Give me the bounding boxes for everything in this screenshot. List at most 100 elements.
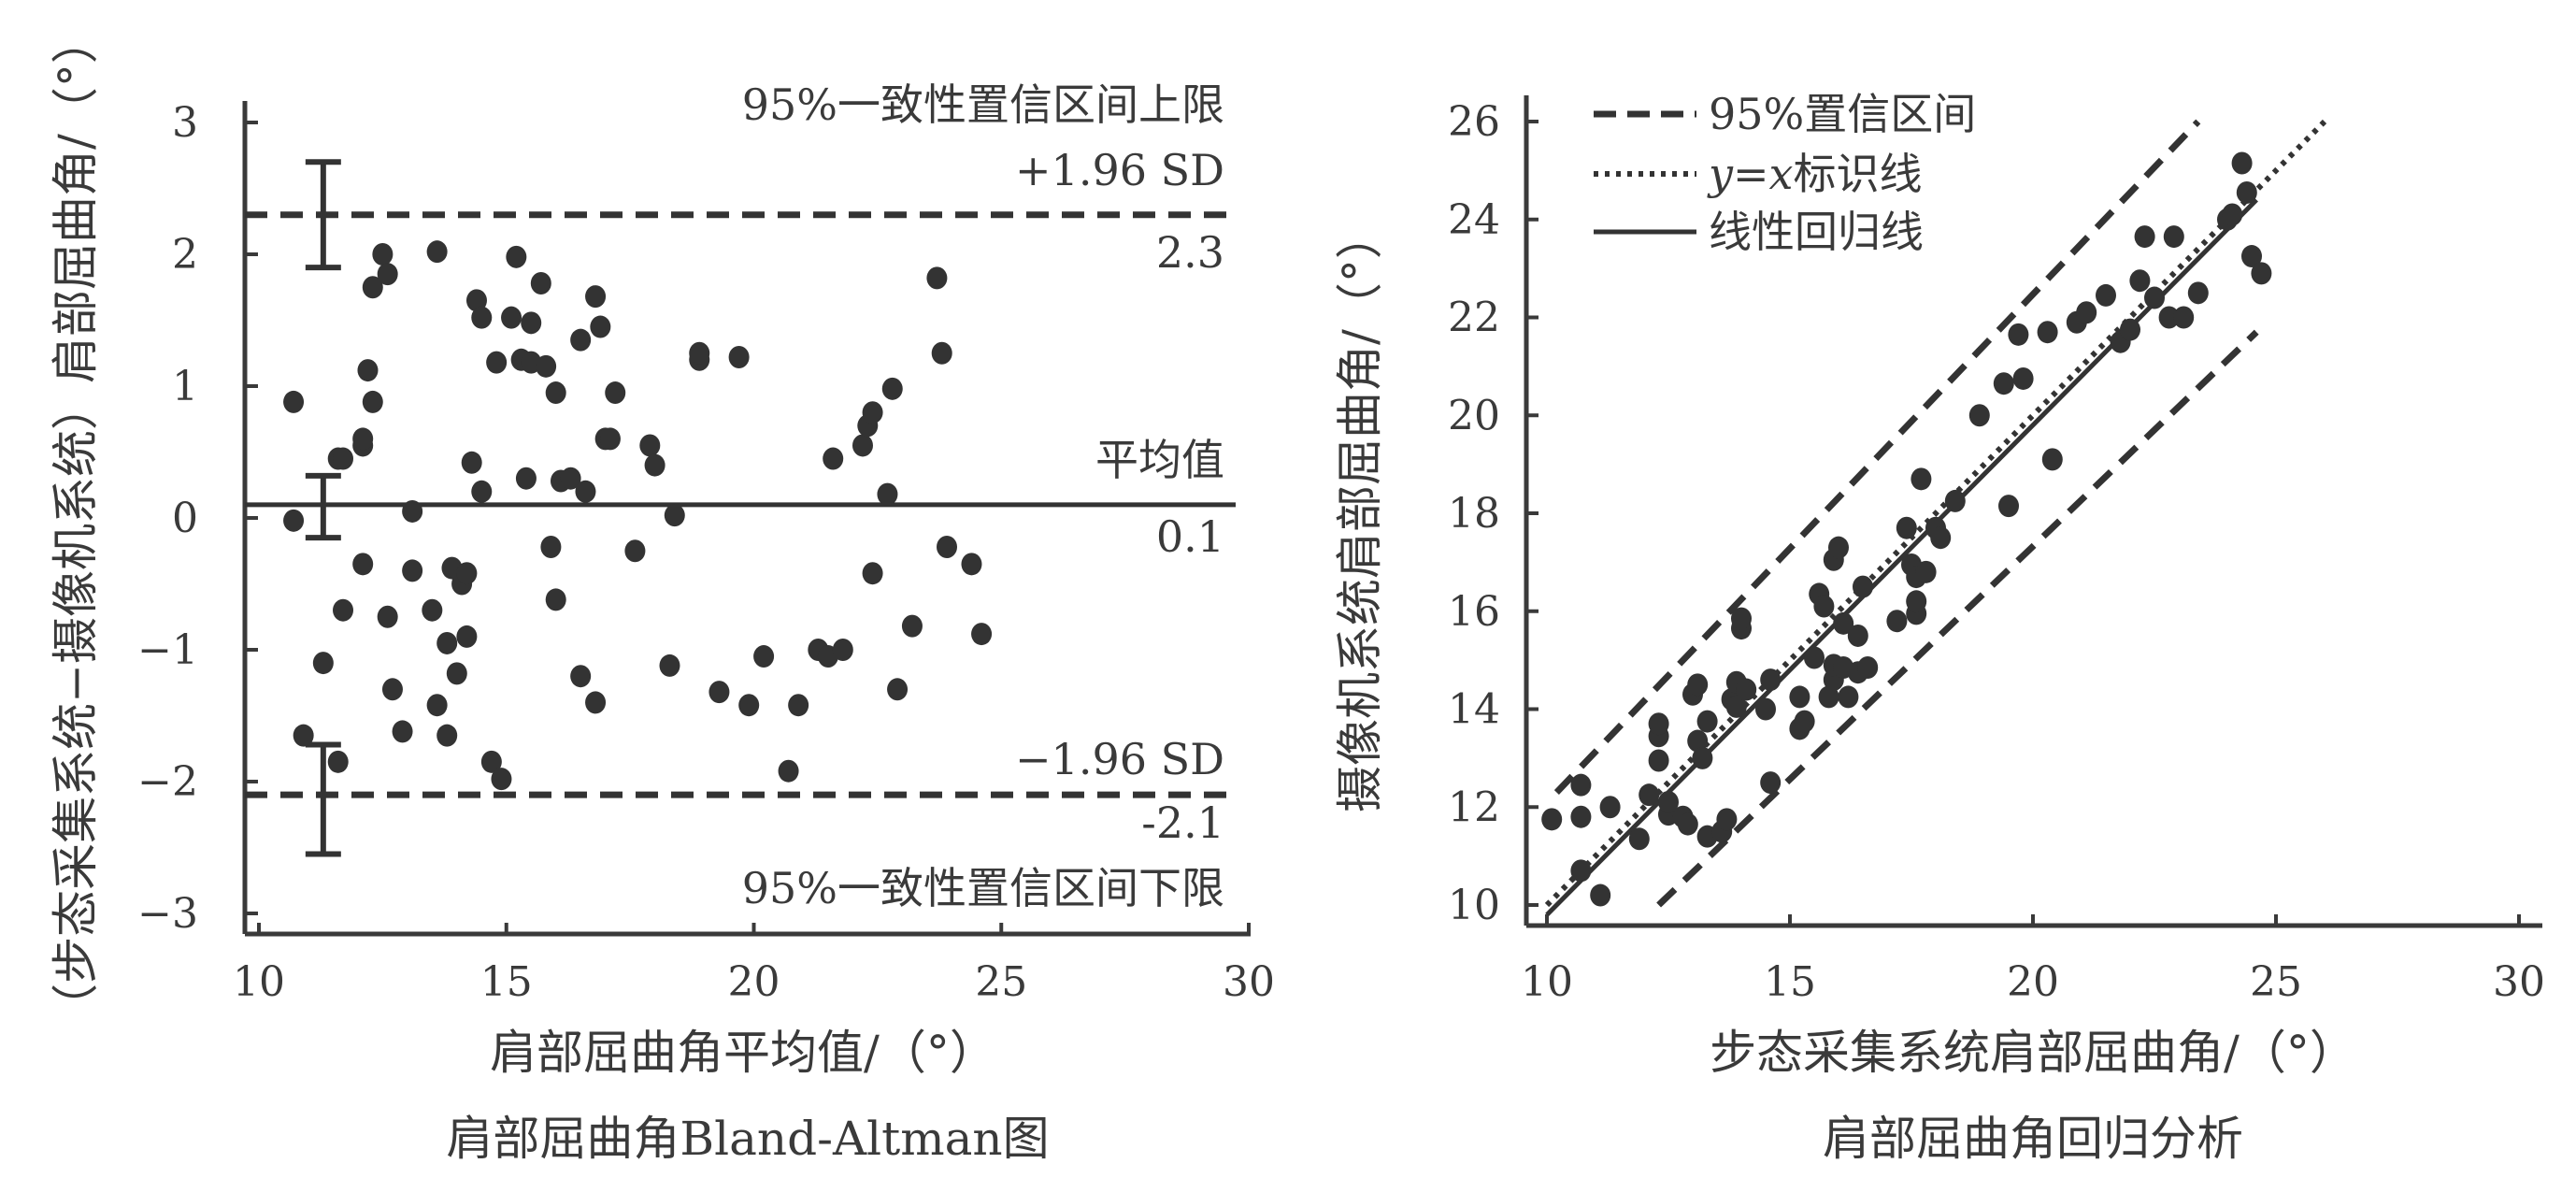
right-y-tick-label: 16 <box>1448 588 1500 636</box>
data-point <box>501 306 522 329</box>
data-point <box>2241 245 2262 268</box>
right-x-tick-label: 10 <box>1521 958 1573 1006</box>
data-point <box>1599 796 1621 819</box>
data-point <box>881 377 903 400</box>
data-point <box>1818 685 1839 709</box>
data-point <box>560 467 581 490</box>
right-caption: 肩部屈曲角回归分析 <box>1823 1112 2243 1166</box>
data-point <box>471 480 493 503</box>
data-point <box>1541 808 1563 831</box>
confidence-interval-line <box>1553 119 2201 795</box>
data-point <box>1838 685 1859 709</box>
data-point <box>545 381 566 405</box>
data-point <box>2134 225 2155 249</box>
data-point <box>2222 203 2243 226</box>
data-point <box>2008 323 2029 346</box>
data-point <box>877 482 898 506</box>
data-point <box>644 453 665 477</box>
data-point <box>402 499 423 523</box>
data-point <box>2158 306 2180 329</box>
data-point <box>1570 773 1592 797</box>
data-point <box>506 245 527 268</box>
regression-panel: 10 15 20 25 30 26 24 22 20 18 16 14 12 10 95%置信区间 y=… <box>1333 89 2545 1166</box>
data-point <box>708 681 730 704</box>
data-point <box>931 341 952 365</box>
data-point <box>333 447 354 470</box>
data-point <box>362 276 383 299</box>
data-point <box>392 720 413 743</box>
data-point <box>664 504 685 527</box>
right-y-tick-label: 18 <box>1448 490 1500 538</box>
right-x-tick-label: 15 <box>1764 958 1816 1006</box>
data-point <box>1886 610 1908 633</box>
data-point <box>689 341 710 365</box>
data-point <box>1687 673 1709 697</box>
data-point <box>1639 783 1660 807</box>
mean-title: 平均值 <box>1095 435 1224 485</box>
left-caption: 肩部屈曲角Bland-Altman图 <box>446 1112 1049 1166</box>
data-point <box>852 434 873 457</box>
left-x-tick-label: 30 <box>1223 958 1275 1006</box>
data-point <box>486 351 508 374</box>
data-point <box>465 289 487 312</box>
bland-altman-points <box>283 240 993 791</box>
right-y-tick-label: 10 <box>1448 882 1500 929</box>
data-point <box>2129 269 2151 293</box>
data-point <box>1716 808 1738 831</box>
data-point <box>1998 495 2019 518</box>
data-point <box>1930 526 1952 550</box>
data-point <box>585 691 607 714</box>
data-point <box>1804 646 1825 669</box>
legend-label-regression: 线性回归线 <box>1709 207 1924 257</box>
data-point <box>901 614 923 638</box>
data-point <box>585 285 607 309</box>
data-point <box>426 694 448 717</box>
data-point <box>530 272 551 295</box>
left-x-tick-label: 15 <box>480 958 533 1006</box>
data-point <box>422 598 443 622</box>
data-point <box>1755 697 1776 721</box>
data-point <box>426 240 448 264</box>
data-point <box>1789 685 1810 709</box>
data-point <box>778 759 799 783</box>
data-point <box>381 678 403 701</box>
data-point <box>2096 283 2116 307</box>
right-y-ticks: 26 24 22 20 18 16 14 12 10 <box>1448 98 1538 929</box>
data-point <box>605 381 626 405</box>
data-point <box>862 562 883 585</box>
upper-limit-value: 2.3 <box>1156 227 1224 278</box>
data-point <box>357 359 379 382</box>
data-point <box>832 639 853 661</box>
data-point <box>333 598 354 622</box>
data-point <box>456 625 478 648</box>
lower-limit-value: -2.1 <box>1141 797 1224 848</box>
data-point <box>961 553 982 576</box>
data-point <box>436 724 458 747</box>
data-point <box>1857 655 1879 679</box>
data-point <box>352 427 374 451</box>
data-point <box>1968 404 1990 427</box>
data-point <box>436 631 458 654</box>
lower-sd-label: −1.96 SD <box>1015 734 1224 784</box>
data-point <box>1692 746 1713 769</box>
data-point <box>2173 306 2195 329</box>
data-point <box>312 652 334 675</box>
limit-error-bars <box>305 159 341 857</box>
data-point <box>1731 607 1752 630</box>
legend-label-ci: 95%置信区间 <box>1709 89 1976 139</box>
data-point <box>1648 712 1669 736</box>
data-point <box>1677 812 1698 836</box>
data-point <box>1760 771 1782 795</box>
data-point <box>2163 225 2184 249</box>
data-point <box>1760 668 1782 692</box>
data-point <box>926 266 948 290</box>
data-point <box>1915 560 1937 583</box>
data-point <box>1658 791 1679 814</box>
data-point <box>327 750 349 773</box>
lower-limit-title: 95%一致性置信区间下限 <box>742 863 1224 913</box>
data-point <box>887 678 909 701</box>
right-x-ticks: 10 15 20 25 30 <box>1521 914 2545 1006</box>
left-x-ticks: 10 15 20 25 30 <box>233 923 1275 1006</box>
data-point <box>1896 516 1917 539</box>
